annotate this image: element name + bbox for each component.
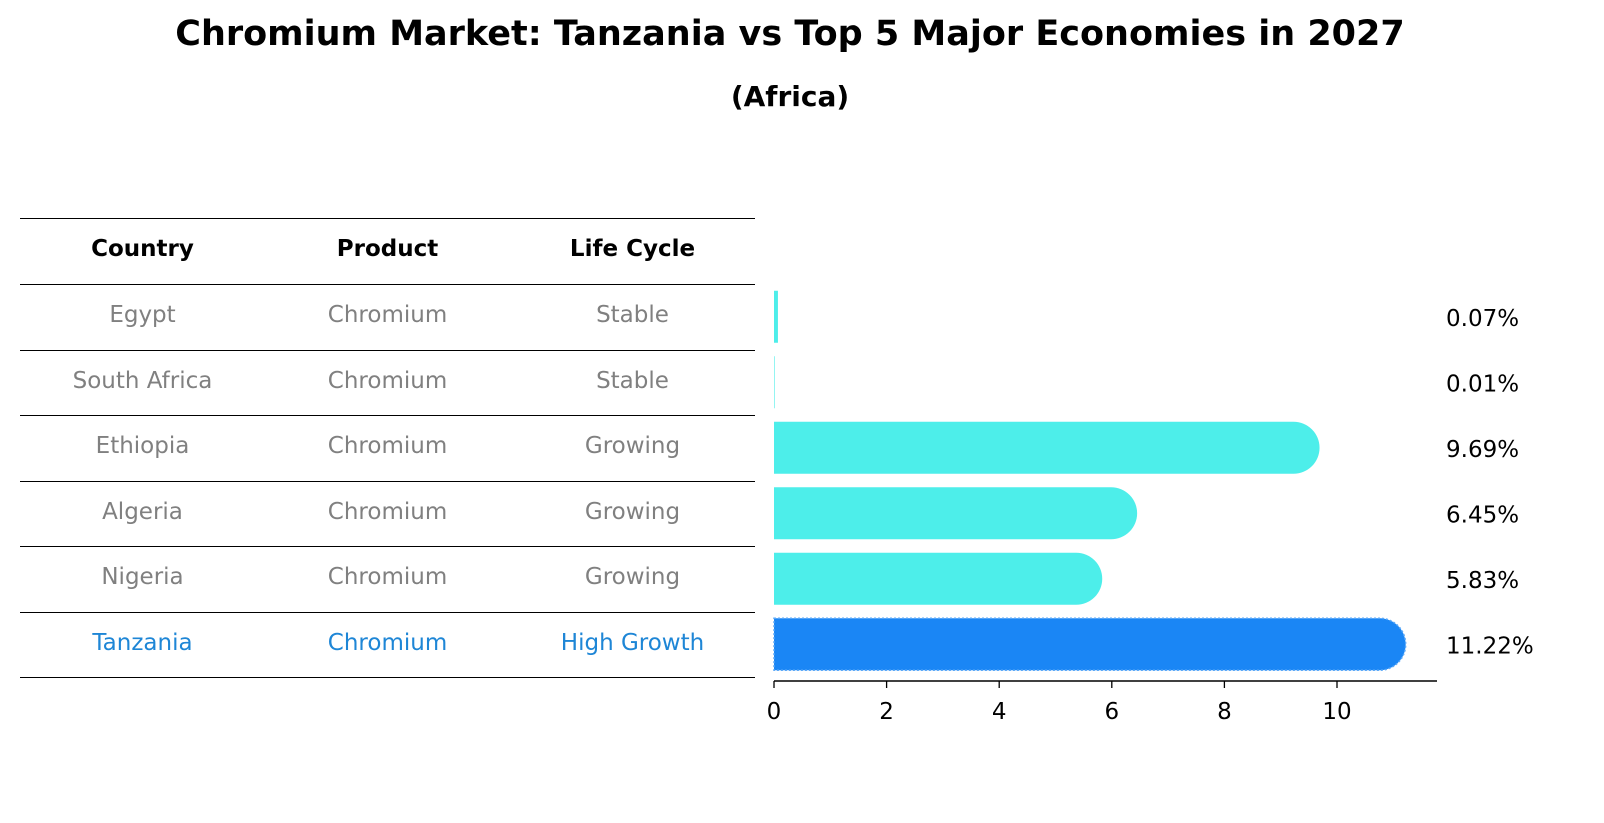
table-rule xyxy=(20,611,755,613)
bar-nigeria xyxy=(774,552,1103,605)
bar-value-label: 11.22% xyxy=(1446,633,1534,659)
table-rule xyxy=(20,546,755,547)
table-cell-product: Chromium xyxy=(327,367,448,394)
bar-value-label: 6.45% xyxy=(1446,502,1519,528)
bar-south-africa xyxy=(774,356,775,409)
table-cell-product: Chromium xyxy=(327,302,448,328)
table-cell-country: Algeria xyxy=(102,498,183,525)
chart-subtitle: (Africa) xyxy=(730,80,850,113)
table-rule xyxy=(20,218,755,219)
x-tick-label: 10 xyxy=(1322,699,1351,725)
bar-value-label: 5.83% xyxy=(1446,568,1519,594)
table-cell-life-cycle: Stable xyxy=(596,367,669,394)
x-tick-label: 8 xyxy=(1217,699,1232,725)
table-cell-product: Chromium xyxy=(327,498,448,525)
table-cell-life-cycle: Growing xyxy=(584,564,681,590)
table-cell-country: Tanzania xyxy=(92,629,193,656)
bar-egypt xyxy=(774,290,778,343)
bar-algeria xyxy=(774,487,1138,540)
bar-value-label: 9.69% xyxy=(1446,437,1519,463)
bar-value-label: 0.01% xyxy=(1446,371,1519,397)
table-cell-life-cycle: High Growth xyxy=(560,629,705,656)
header-country: Country xyxy=(91,236,194,262)
header-product: Product xyxy=(336,236,439,262)
x-tick-label: 0 xyxy=(767,699,782,725)
table-cell-life-cycle: Growing xyxy=(584,433,681,459)
table-cell-country: Ethiopia xyxy=(95,433,190,459)
table-rule xyxy=(20,480,755,482)
bar-tanzania xyxy=(773,617,1407,671)
table-rule xyxy=(20,284,755,285)
table-rule xyxy=(20,677,755,678)
table-cell-product: Chromium xyxy=(327,564,448,590)
table-cell-country: South Africa xyxy=(72,367,213,394)
table-cell-product: Chromium xyxy=(327,629,448,656)
x-tick-label: 4 xyxy=(992,699,1007,725)
table-cell-product: Chromium xyxy=(327,433,448,459)
table-cell-country: Nigeria xyxy=(101,564,184,590)
header-life-cycle: Life Cycle xyxy=(569,236,696,262)
table-rule xyxy=(20,349,755,351)
x-tick-label: 2 xyxy=(879,699,894,725)
x-tick-label: 6 xyxy=(1104,699,1119,725)
table-rule xyxy=(20,415,755,416)
bar-ethiopia xyxy=(774,421,1320,474)
chart-title: Chromium Market: Tanzania vs Top 5 Major… xyxy=(175,14,1405,54)
bar-value-label: 0.07% xyxy=(1446,306,1519,332)
table-cell-country: Egypt xyxy=(109,302,176,328)
table-cell-life-cycle: Growing xyxy=(584,498,681,525)
table-cell-life-cycle: Stable xyxy=(596,302,669,328)
